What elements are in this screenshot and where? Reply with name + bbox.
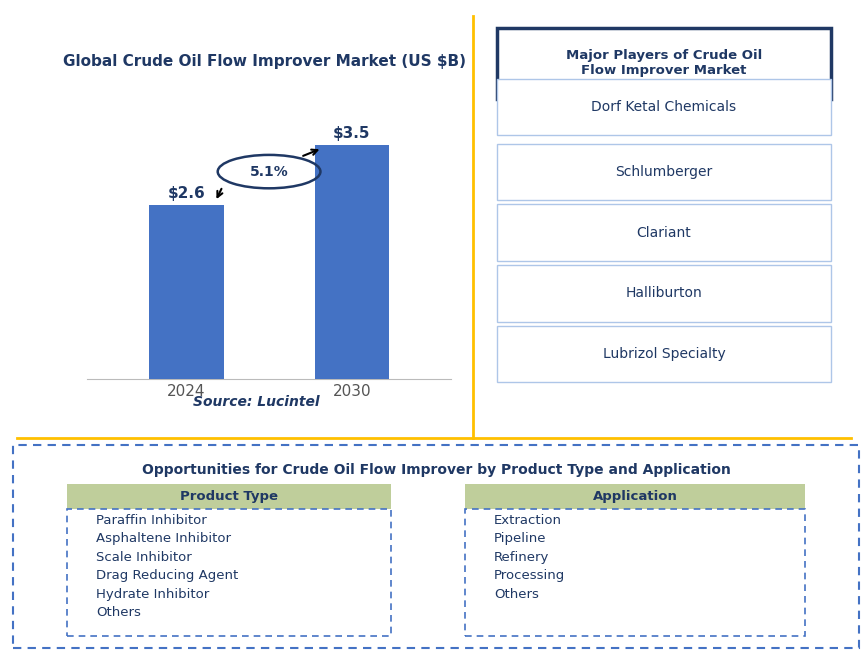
FancyBboxPatch shape bbox=[465, 509, 805, 635]
Text: Schlumberger: Schlumberger bbox=[615, 165, 713, 179]
Text: Global Crude Oil Flow Improver Market (US $B): Global Crude Oil Flow Improver Market (U… bbox=[63, 54, 466, 69]
Text: Paraffin Inhibitor: Paraffin Inhibitor bbox=[96, 513, 207, 526]
FancyBboxPatch shape bbox=[13, 445, 859, 648]
FancyBboxPatch shape bbox=[68, 509, 391, 635]
FancyBboxPatch shape bbox=[496, 28, 832, 99]
Text: Drag Reducing Agent: Drag Reducing Agent bbox=[96, 569, 239, 582]
Text: Clariant: Clariant bbox=[636, 225, 692, 240]
FancyBboxPatch shape bbox=[496, 144, 832, 200]
Text: 5.1%: 5.1% bbox=[250, 165, 288, 179]
Bar bbox=[315, 145, 389, 379]
Text: Processing: Processing bbox=[494, 569, 565, 582]
Text: Others: Others bbox=[494, 588, 539, 601]
Bar bbox=[149, 205, 224, 379]
Text: $2.6: $2.6 bbox=[168, 186, 205, 201]
Text: Asphaltene Inhibitor: Asphaltene Inhibitor bbox=[96, 532, 231, 545]
Text: Extraction: Extraction bbox=[494, 513, 562, 526]
Text: Halliburton: Halliburton bbox=[626, 286, 702, 300]
Text: Major Players of Crude Oil
Flow Improver Market: Major Players of Crude Oil Flow Improver… bbox=[566, 50, 762, 77]
Text: Dorf Ketal Chemicals: Dorf Ketal Chemicals bbox=[591, 100, 737, 114]
Text: Hydrate Inhibitor: Hydrate Inhibitor bbox=[96, 588, 209, 601]
Text: Product Type: Product Type bbox=[180, 490, 278, 503]
FancyBboxPatch shape bbox=[496, 265, 832, 322]
Text: Scale Inhibitor: Scale Inhibitor bbox=[96, 550, 192, 564]
Text: Application: Application bbox=[593, 490, 678, 503]
Text: Pipeline: Pipeline bbox=[494, 532, 547, 545]
Text: Refinery: Refinery bbox=[494, 550, 549, 564]
Text: Opportunities for Crude Oil Flow Improver by Product Type and Application: Opportunities for Crude Oil Flow Improve… bbox=[141, 463, 731, 477]
FancyBboxPatch shape bbox=[496, 79, 832, 135]
FancyBboxPatch shape bbox=[496, 204, 832, 261]
FancyBboxPatch shape bbox=[465, 484, 805, 509]
Text: Others: Others bbox=[96, 606, 141, 619]
Text: Source: Lucintel: Source: Lucintel bbox=[193, 395, 319, 409]
FancyBboxPatch shape bbox=[496, 326, 832, 383]
Text: $3.5: $3.5 bbox=[333, 126, 371, 141]
Text: Lubrizol Specialty: Lubrizol Specialty bbox=[602, 347, 726, 361]
FancyBboxPatch shape bbox=[68, 484, 391, 509]
